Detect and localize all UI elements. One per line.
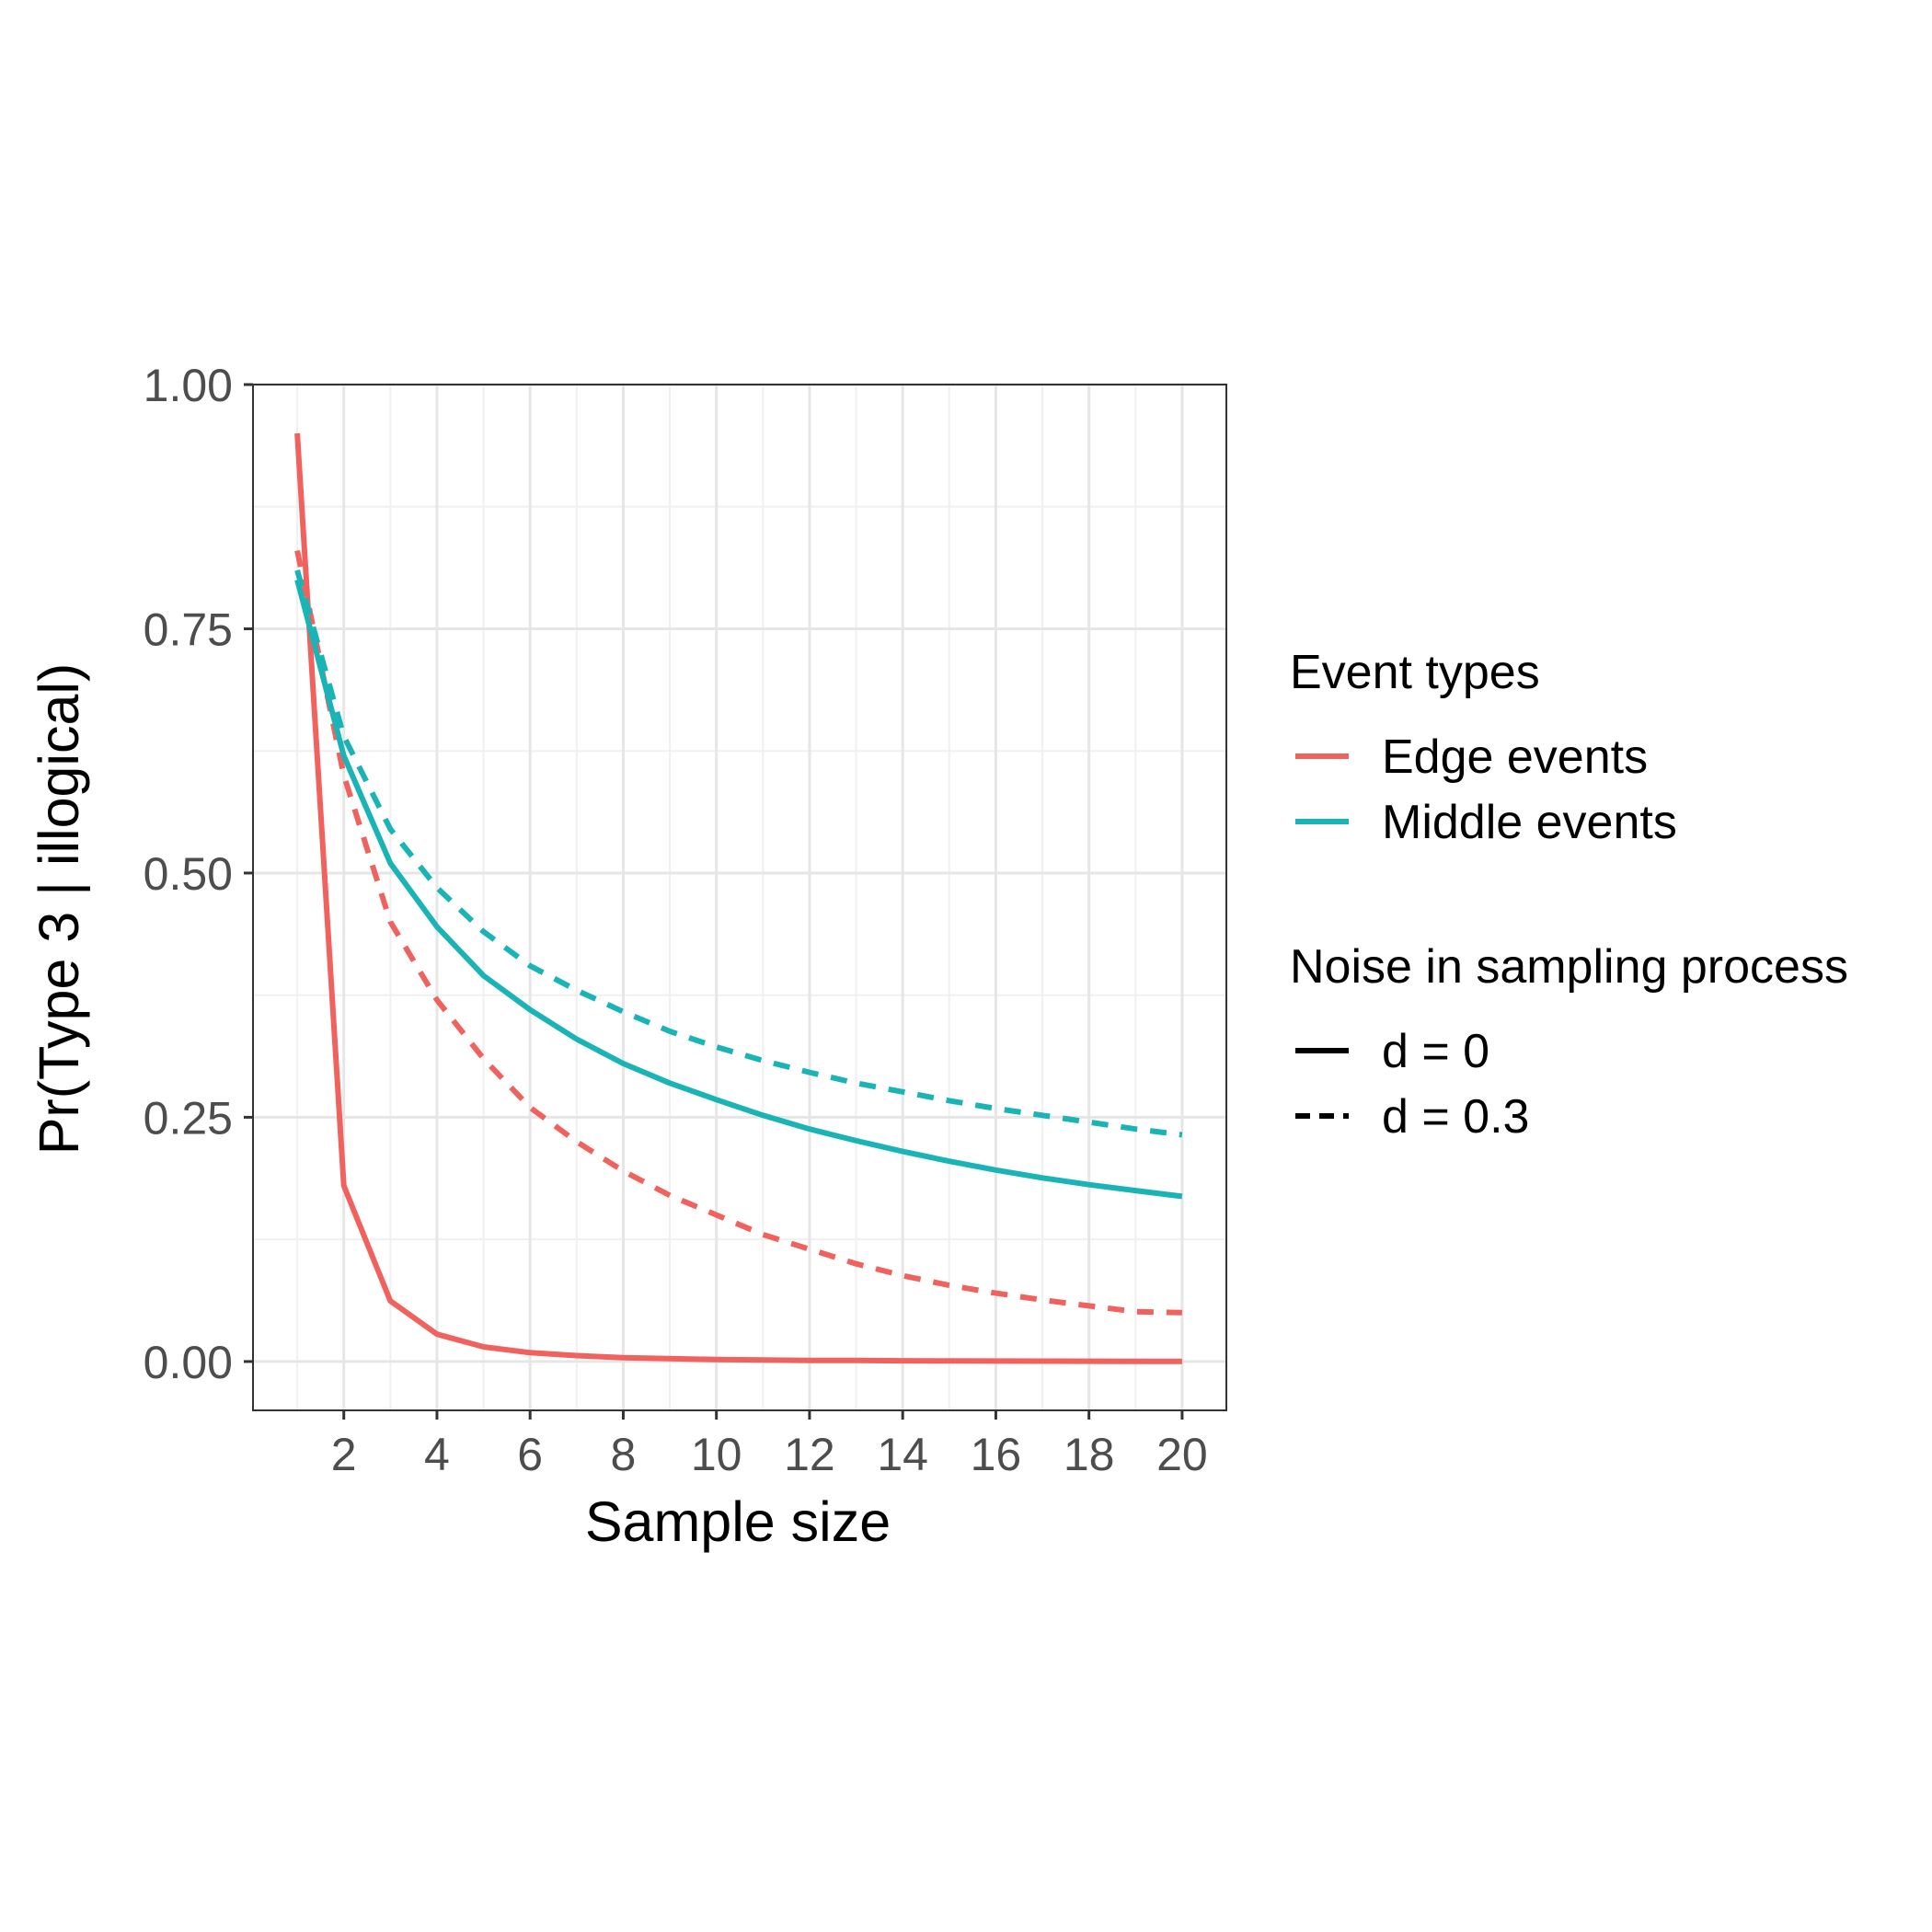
y-axis-title: Pr(Type 3 | illogical) [28, 663, 90, 1156]
x-tick-label: 8 [611, 1429, 637, 1480]
y-tick-label: 0.25 [144, 1092, 233, 1144]
y-tick-label: 1.00 [144, 360, 233, 411]
x-tick-label: 4 [424, 1429, 450, 1480]
legend-title-event-types: Event types [1290, 646, 1540, 699]
series-line-3 [294, 569, 1183, 1138]
legend-label-edge-events: Edge events [1382, 730, 1648, 784]
panel-border [252, 384, 1227, 1411]
series-line-0 [294, 432, 1182, 1364]
series-layer [294, 432, 1183, 1364]
legend-label-d0: d = 0 [1382, 1025, 1489, 1078]
grid-minor [253, 385, 1226, 1410]
legend-label-d03: d = 0.3 [1382, 1090, 1529, 1144]
axis-ticks [244, 383, 1184, 1420]
x-axis-title: Sample size [585, 1490, 891, 1553]
tick-labels: 2 4 6 8 10 12 14 16 18 20 0.00 0.25 0.50 0.75 1.00 [144, 360, 1208, 1480]
x-tick-label: 6 [517, 1429, 543, 1480]
x-tick-label: 18 [1064, 1429, 1115, 1480]
y-tick-label: 0.75 [144, 604, 233, 655]
x-tick-label: 12 [784, 1429, 835, 1480]
x-tick-label: 16 [971, 1429, 1022, 1480]
legend-title-noise: Noise in sampling process [1290, 940, 1848, 994]
y-tick-label: 0.00 [144, 1337, 233, 1388]
x-tick-label: 10 [691, 1429, 742, 1480]
legend-label-middle-events: Middle events [1382, 796, 1677, 849]
x-tick-label: 14 [877, 1429, 928, 1480]
y-tick-label: 0.50 [144, 848, 233, 900]
x-tick-label: 2 [331, 1429, 357, 1480]
legend: Event types Edge events Middle events No… [1290, 646, 1848, 1144]
series-line-2 [294, 579, 1183, 1200]
series-line-1 [294, 549, 1182, 1316]
x-tick-label: 20 [1156, 1429, 1208, 1480]
